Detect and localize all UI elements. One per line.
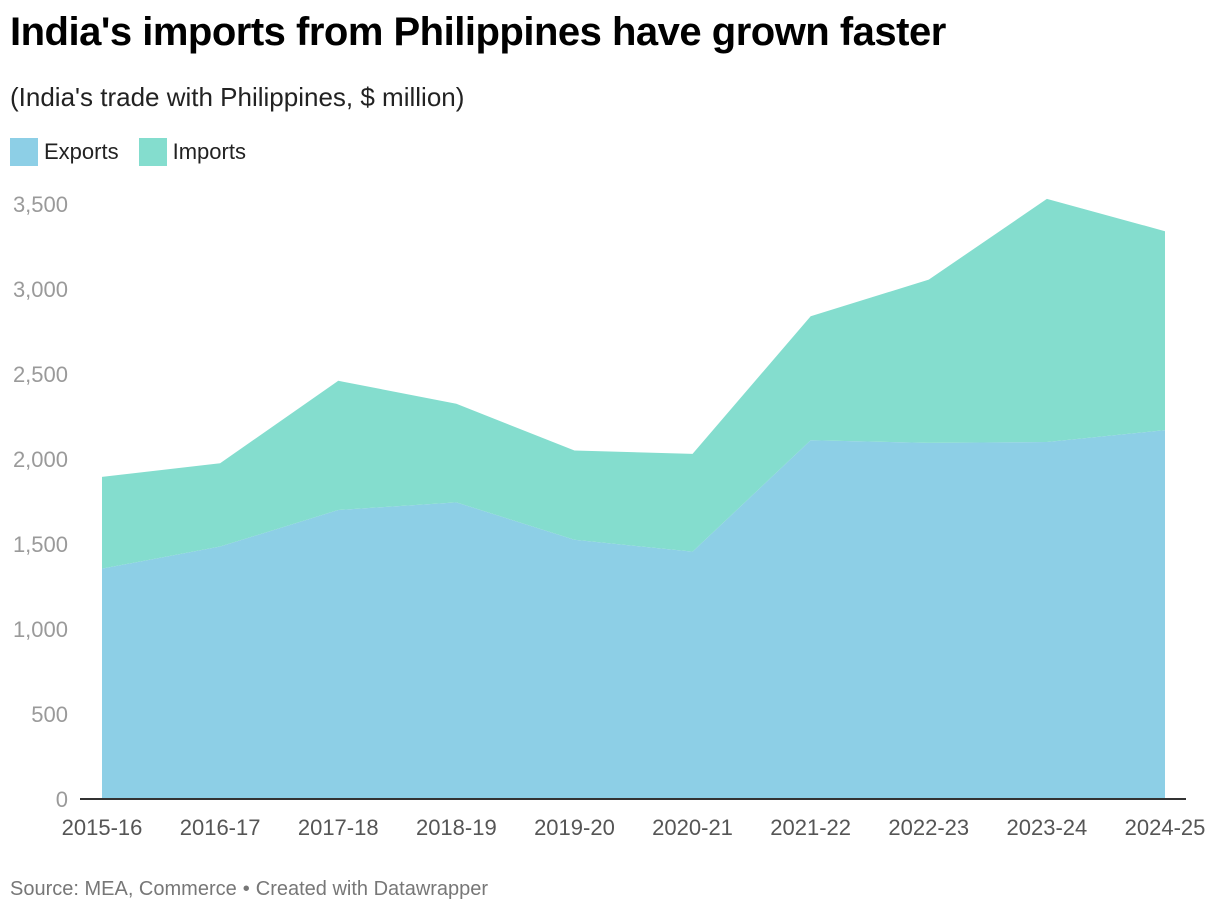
area-imports xyxy=(102,198,1165,569)
y-tick-label: 500 xyxy=(31,702,68,727)
legend-swatch-imports xyxy=(138,138,167,166)
legend-item-exports: Exports xyxy=(10,138,119,166)
source-text: Source: MEA, Commerce xyxy=(10,878,237,900)
chart-subtitle: (India's trade with Philippines, $ milli… xyxy=(10,82,465,112)
x-tick-label: 2015-16 xyxy=(62,815,143,840)
y-axis-ticks: 0 500 1,000 1,500 2,000 2,500 3,000 3,500 xyxy=(13,192,68,812)
legend-label-exports: Exports xyxy=(44,139,119,164)
x-tick-label: 2022-23 xyxy=(888,815,969,840)
y-tick-label: 2,500 xyxy=(13,362,68,387)
x-tick-label: 2021-22 xyxy=(770,815,851,840)
x-tick-label: 2024-25 xyxy=(1125,815,1206,840)
y-tick-label: 2,000 xyxy=(13,447,68,472)
y-tick-label: 3,000 xyxy=(13,277,68,302)
legend: Exports Imports xyxy=(10,138,266,166)
credit-text: Created with Datawrapper xyxy=(255,878,489,900)
y-tick-label: 1,000 xyxy=(13,617,68,642)
area-exports xyxy=(102,430,1165,799)
x-tick-label: 2017-18 xyxy=(298,815,379,840)
source-separator: • xyxy=(242,878,250,900)
x-tick-label: 2016-17 xyxy=(180,815,261,840)
legend-item-imports: Imports xyxy=(138,138,246,166)
legend-swatch-exports xyxy=(10,138,38,166)
chart-title: India's imports from Philippines have gr… xyxy=(10,10,946,54)
footer-source: Source: MEA, Commerce • Created with Dataw… xyxy=(10,878,494,901)
x-tick-label: 2018-19 xyxy=(416,815,497,840)
x-axis-ticks: 2015-16 2016-17 2017-18 2018-19 2019-20 2020-… xyxy=(62,815,1206,840)
y-tick-label: 3,500 xyxy=(13,192,68,217)
area-layer xyxy=(102,198,1165,799)
x-tick-label: 2019-20 xyxy=(534,815,615,840)
legend-label-imports: Imports xyxy=(172,139,246,164)
y-tick-label: 0 xyxy=(56,787,68,812)
x-tick-label: 2023-24 xyxy=(1007,815,1088,840)
area-chart: 0 500 1,000 1,500 2,000 2,500 3,000 3,500 2015-… xyxy=(13,192,1206,840)
y-tick-label: 1,500 xyxy=(13,532,68,557)
x-tick-label: 2020-21 xyxy=(652,815,733,840)
